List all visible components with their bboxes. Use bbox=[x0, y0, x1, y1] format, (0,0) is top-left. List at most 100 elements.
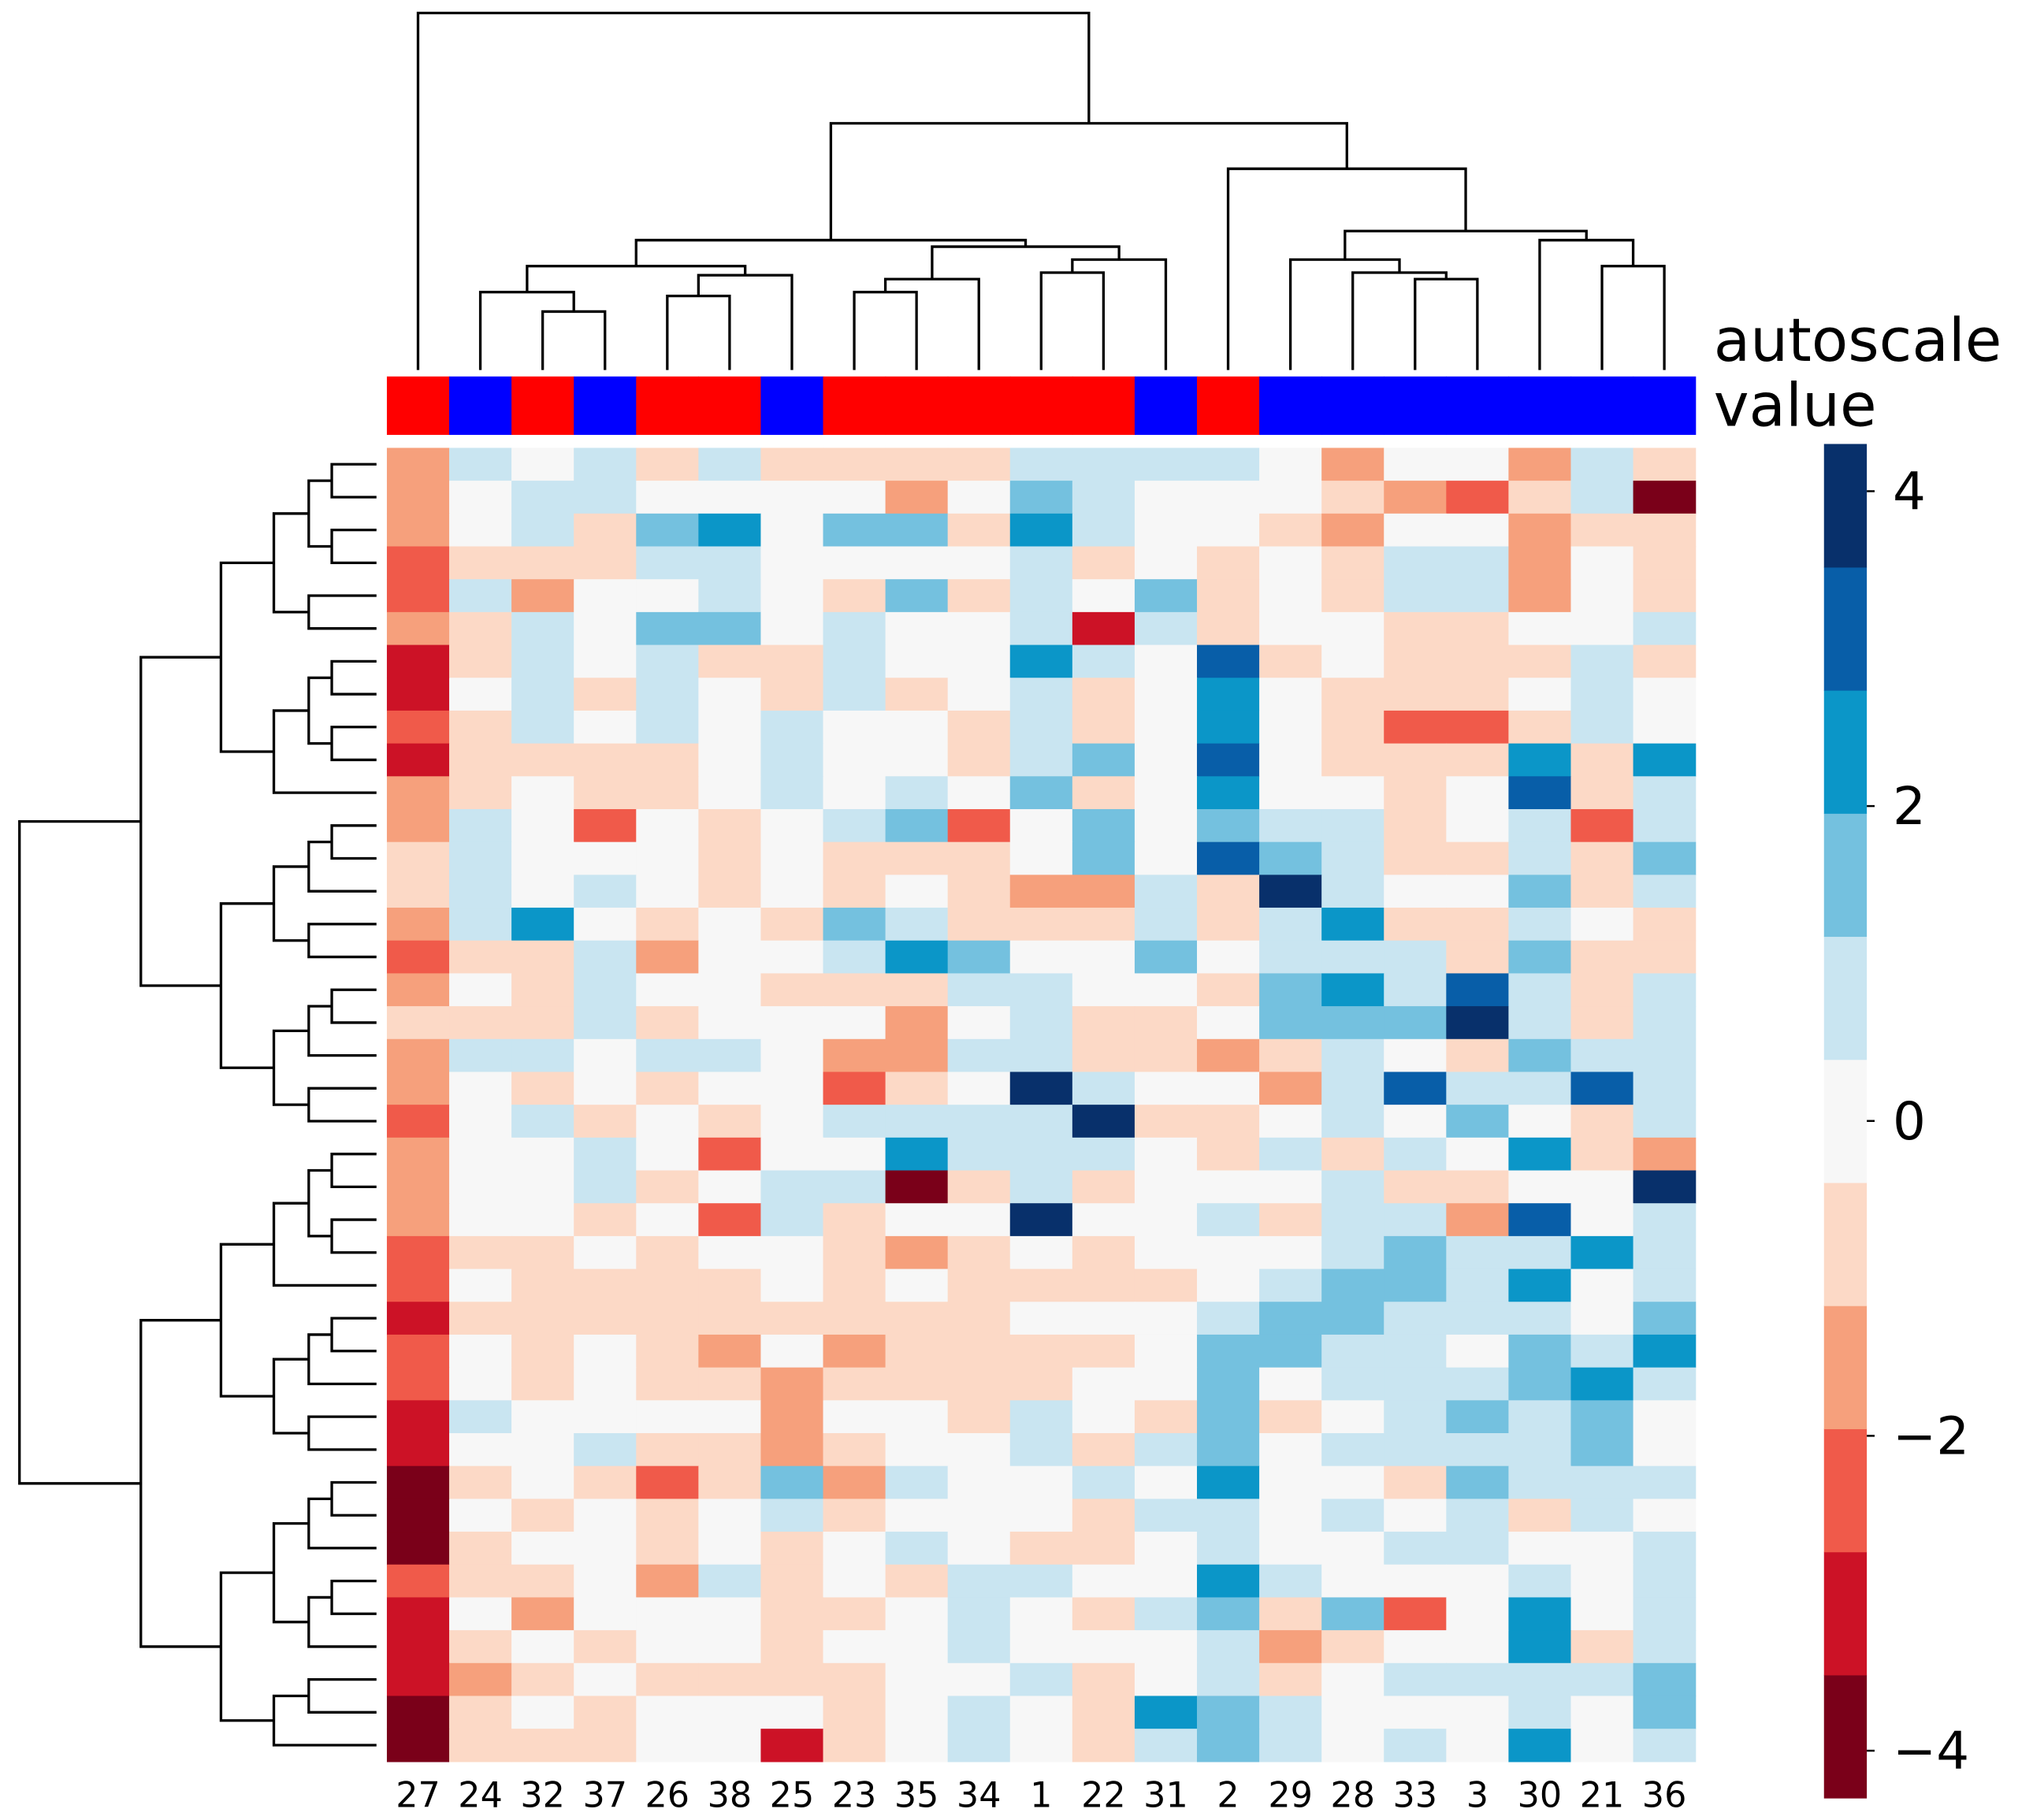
heatmap-cell bbox=[1321, 1038, 1384, 1073]
heatmap-cell bbox=[449, 940, 512, 975]
heatmap-cell bbox=[1384, 579, 1447, 613]
heatmap-cell bbox=[698, 1006, 762, 1040]
heatmap-cell bbox=[1633, 1268, 1697, 1302]
heatmap-cell bbox=[947, 908, 1011, 942]
heatmap-cell bbox=[1072, 644, 1135, 678]
heatmap-cell bbox=[386, 1433, 450, 1467]
heatmap-cell bbox=[574, 1038, 637, 1073]
heatmap-cell bbox=[574, 1465, 637, 1500]
heatmap-cell bbox=[1633, 1203, 1697, 1237]
heatmap-cell bbox=[574, 1268, 637, 1302]
heatmap-cell bbox=[1633, 513, 1697, 548]
heatmap-cell bbox=[386, 710, 450, 745]
row-dendrogram-link bbox=[272, 512, 309, 614]
heatmap-cell bbox=[511, 481, 574, 514]
heatmap-cell bbox=[885, 1662, 949, 1697]
heatmap-cell bbox=[1446, 875, 1510, 908]
heatmap-cell bbox=[1633, 808, 1697, 843]
heatmap-cell bbox=[885, 1170, 949, 1204]
heatmap-cell bbox=[1197, 1433, 1260, 1467]
heatmap-cell bbox=[947, 1630, 1011, 1664]
heatmap-cell bbox=[1633, 1499, 1697, 1532]
heatmap-cell bbox=[698, 1072, 762, 1105]
heatmap-cell bbox=[1570, 1137, 1634, 1172]
heatmap-cell bbox=[1633, 1072, 1697, 1105]
heatmap-cell bbox=[1009, 1597, 1073, 1631]
heatmap-cell bbox=[1134, 1006, 1198, 1040]
heatmap-cell bbox=[1633, 1302, 1697, 1335]
heatmap-cell bbox=[636, 710, 700, 745]
heatmap-cell bbox=[386, 1072, 450, 1105]
heatmap-cell bbox=[449, 1334, 512, 1369]
heatmap-cell bbox=[698, 1302, 762, 1335]
heatmap-cell bbox=[386, 940, 450, 975]
heatmap-cell bbox=[947, 841, 1011, 876]
heatmap-cell bbox=[574, 1203, 637, 1237]
heatmap-cell bbox=[636, 1203, 700, 1237]
heatmap-cell bbox=[1009, 1400, 1073, 1434]
row-dendrogram-link bbox=[330, 1579, 377, 1615]
heatmap-cell bbox=[1072, 1532, 1135, 1566]
heatmap-cell bbox=[698, 579, 762, 613]
heatmap-cell bbox=[885, 875, 949, 908]
heatmap-cell bbox=[885, 448, 949, 481]
heatmap-cell bbox=[885, 513, 949, 548]
heatmap-cell bbox=[823, 1630, 886, 1664]
heatmap-cell bbox=[1009, 1499, 1073, 1532]
heatmap-cell bbox=[698, 710, 762, 745]
heatmap-cell bbox=[636, 1105, 700, 1138]
heatmap-cell bbox=[823, 1499, 886, 1532]
heatmap-cell bbox=[1508, 940, 1572, 975]
heatmap-cell bbox=[1384, 1696, 1447, 1729]
heatmap-cell bbox=[760, 1006, 824, 1040]
heatmap-cell bbox=[1570, 1367, 1634, 1401]
heatmap-cell bbox=[1384, 1334, 1447, 1369]
heatmap-cell bbox=[1134, 1696, 1198, 1729]
heatmap-cell bbox=[449, 1729, 512, 1762]
heatmap-cell bbox=[1134, 776, 1198, 810]
heatmap-cell bbox=[947, 1137, 1011, 1172]
heatmap-cell bbox=[1009, 1038, 1073, 1073]
heatmap-cell bbox=[823, 1038, 886, 1073]
heatmap-cell bbox=[1134, 1564, 1198, 1599]
heatmap-cell bbox=[947, 1268, 1011, 1302]
heatmap-cell bbox=[511, 908, 574, 942]
heatmap-cell bbox=[823, 776, 886, 810]
heatmap-cell bbox=[1446, 940, 1510, 975]
heatmap-cell bbox=[511, 1268, 574, 1302]
heatmap-cell bbox=[1197, 1334, 1260, 1369]
heatmap-cell bbox=[1321, 611, 1384, 646]
heatmap-cell bbox=[386, 808, 450, 843]
column-dendrogram-link bbox=[853, 291, 918, 370]
heatmap-cell bbox=[1072, 808, 1135, 843]
heatmap-cell bbox=[1446, 1072, 1510, 1105]
row-dendrogram-link bbox=[330, 1480, 377, 1517]
heatmap-cell bbox=[1259, 1499, 1322, 1532]
heatmap-cell bbox=[1446, 1105, 1510, 1138]
heatmap-cell bbox=[1259, 875, 1322, 908]
heatmap-cell bbox=[760, 808, 824, 843]
heatmap-cell bbox=[1508, 908, 1572, 942]
colorbar-bin bbox=[1823, 689, 1868, 814]
heatmap-cell bbox=[1197, 678, 1260, 711]
heatmap-cell bbox=[885, 611, 949, 646]
heatmap-cell bbox=[698, 1400, 762, 1434]
heatmap-cell bbox=[1384, 808, 1447, 843]
heatmap-cell bbox=[1259, 1137, 1322, 1172]
heatmap-cell bbox=[885, 1532, 949, 1566]
heatmap-cell bbox=[1197, 1072, 1260, 1105]
heatmap-cell bbox=[1633, 1367, 1697, 1401]
heatmap-cell bbox=[1446, 1532, 1510, 1566]
heatmap-cell bbox=[1446, 743, 1510, 777]
row-dendrogram-link bbox=[219, 1571, 274, 1722]
heatmap-cell bbox=[1197, 1137, 1260, 1172]
row-dendrogram-link bbox=[307, 676, 333, 745]
heatmap-cell bbox=[1633, 1235, 1697, 1270]
heatmap-cell bbox=[386, 1203, 450, 1237]
heatmap-cell bbox=[449, 1630, 512, 1664]
colorbar-bin bbox=[1823, 1306, 1868, 1429]
heatmap-cell bbox=[511, 1302, 574, 1335]
heatmap-cell bbox=[1321, 1203, 1384, 1237]
heatmap-cell bbox=[760, 611, 824, 646]
heatmap-cell bbox=[1009, 1729, 1073, 1762]
